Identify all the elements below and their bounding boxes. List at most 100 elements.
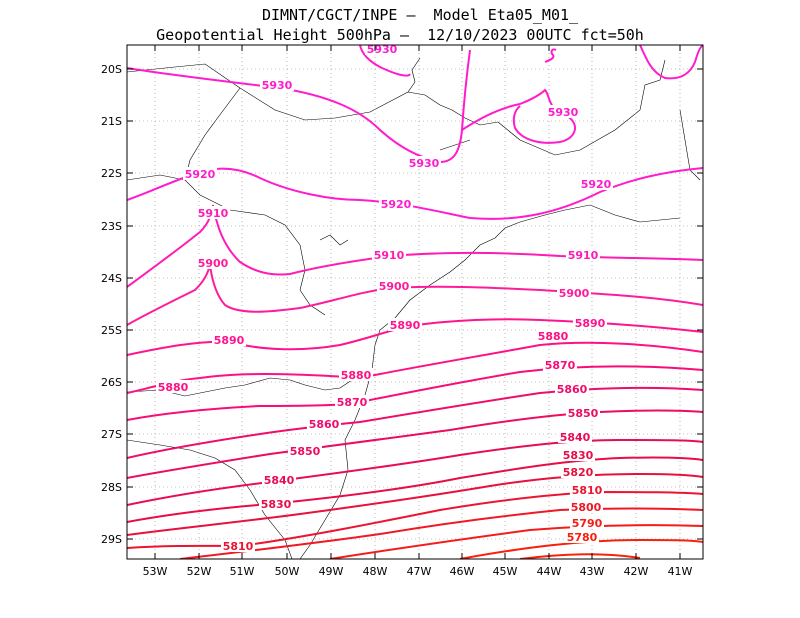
contour-label-5870: 5870 bbox=[545, 359, 576, 372]
contour-label-bg bbox=[196, 256, 230, 269]
contour-label-5830: 5830 bbox=[563, 449, 594, 462]
contour-label-bg bbox=[570, 516, 604, 529]
contour-label-bg bbox=[288, 444, 322, 457]
contour-label-5930: 5930 bbox=[548, 106, 579, 119]
contour-label-bg bbox=[558, 430, 592, 443]
contour-label-bg bbox=[156, 380, 190, 393]
lat-label: 22S bbox=[101, 167, 122, 180]
map-grid bbox=[127, 45, 703, 559]
lon-label: 47W bbox=[407, 565, 432, 578]
contour-label-5850: 5850 bbox=[290, 445, 321, 458]
coastline-borders bbox=[127, 57, 701, 559]
contour-label-5890: 5890 bbox=[214, 334, 245, 347]
contour-5880 bbox=[127, 341, 703, 394]
lat-label: 27S bbox=[101, 428, 122, 441]
contour-label-bg bbox=[561, 448, 595, 461]
contour-label-5850: 5850 bbox=[568, 407, 599, 420]
contour-label-5790: 5790 bbox=[572, 517, 603, 530]
axes: 20S 21S 22S 23S 24S 25S 26S 27S 28S 29S 53W 52W 51W 5… bbox=[101, 45, 703, 578]
lon-label: 52W bbox=[187, 565, 212, 578]
contour-label-bg bbox=[183, 167, 217, 180]
contour-label-5860: 5860 bbox=[557, 383, 588, 396]
contour-5910 bbox=[127, 204, 703, 288]
contour-label-bg bbox=[579, 177, 613, 190]
contour-label-5800: 5800 bbox=[571, 501, 602, 514]
contour-label-bg bbox=[536, 329, 570, 342]
lat-label: 24S bbox=[101, 272, 122, 285]
contour-label-5820: 5820 bbox=[563, 466, 594, 479]
contour-label-bg bbox=[196, 206, 230, 219]
contour-5820 bbox=[127, 472, 703, 536]
lon-label: 50W bbox=[275, 565, 300, 578]
lon-label: 45W bbox=[493, 565, 518, 578]
contour-label-5830: 5830 bbox=[261, 498, 292, 511]
lat-label: 29S bbox=[101, 533, 122, 546]
contour-label-bg bbox=[557, 286, 591, 299]
contour-5930 bbox=[639, 45, 703, 80]
contour-label-bg bbox=[260, 78, 294, 91]
contour-label-bg bbox=[379, 197, 413, 210]
contour-label-5780: 5780 bbox=[567, 531, 598, 544]
contour-5930 bbox=[544, 48, 557, 63]
contour-label-bg bbox=[546, 105, 580, 118]
lat-label: 26S bbox=[101, 376, 122, 389]
lon-label: 48W bbox=[363, 565, 388, 578]
contour-label-5910: 5910 bbox=[198, 207, 229, 220]
contour-5780 bbox=[459, 538, 703, 559]
contour-label-bg bbox=[561, 465, 595, 478]
contour-5840 bbox=[127, 438, 703, 506]
contour-label-5860: 5860 bbox=[309, 418, 340, 431]
contour-label-bg bbox=[307, 417, 341, 430]
contour-label-5930: 5930 bbox=[409, 157, 440, 170]
contour-label-bg bbox=[339, 368, 373, 381]
contour-label-5810: 5810 bbox=[223, 540, 254, 553]
contour-label-5880: 5880 bbox=[158, 381, 189, 394]
contour-5900 bbox=[127, 264, 703, 326]
contour-label-bg bbox=[565, 530, 599, 543]
contour-5860 bbox=[127, 386, 703, 459]
contour-label-5810: 5810 bbox=[572, 484, 603, 497]
contour-label-bg bbox=[335, 395, 369, 408]
contour-label-5900: 5900 bbox=[559, 287, 590, 300]
lon-label: 53W bbox=[143, 565, 168, 578]
contour-5870 bbox=[127, 365, 703, 421]
contour-label-5840: 5840 bbox=[560, 431, 591, 444]
contour-label-5920: 5920 bbox=[581, 178, 612, 191]
contour-label-bg bbox=[259, 497, 293, 510]
contour-label-5890: 5890 bbox=[390, 319, 421, 332]
contour-label-bg bbox=[212, 333, 246, 346]
contour-label-bg bbox=[555, 382, 589, 395]
lon-label: 44W bbox=[537, 565, 562, 578]
contour-5780 bbox=[519, 553, 641, 559]
plot-frame bbox=[126, 44, 704, 560]
contour-5830 bbox=[127, 456, 703, 523]
lon-label: 41W bbox=[668, 565, 693, 578]
lon-label: 43W bbox=[580, 565, 605, 578]
contour-label-5840: 5840 bbox=[264, 474, 295, 487]
contour-5850 bbox=[127, 409, 703, 479]
contour-lines bbox=[127, 45, 703, 559]
lon-label: 46W bbox=[450, 565, 475, 578]
contour-label-5920: 5920 bbox=[381, 198, 412, 211]
lon-label: 51W bbox=[230, 565, 255, 578]
contour-label-bg bbox=[566, 248, 600, 261]
contour-label-5930: 5930 bbox=[262, 79, 293, 92]
contour-label-bg bbox=[262, 473, 296, 486]
contour-labels: 5930 5930 5930 5930 5920 5920 5920 5910 5910 5910… bbox=[156, 42, 613, 553]
contour-5790 bbox=[329, 524, 703, 559]
contour-label-bg bbox=[543, 358, 577, 371]
contour-label-bg bbox=[407, 156, 441, 169]
lon-label: 42W bbox=[624, 565, 649, 578]
contour-label-bg bbox=[388, 318, 422, 331]
lat-label: 20S bbox=[101, 63, 122, 76]
contour-5930 bbox=[359, 45, 411, 77]
contour-label-bg bbox=[566, 406, 600, 419]
contour-label-5920: 5920 bbox=[185, 168, 216, 181]
contour-label-bg bbox=[569, 500, 603, 513]
contour-label-bg bbox=[573, 316, 607, 329]
lon-label: 49W bbox=[319, 565, 344, 578]
contour-label-5890: 5890 bbox=[575, 317, 606, 330]
contour-5800 bbox=[179, 507, 703, 559]
lat-label: 25S bbox=[101, 324, 122, 337]
title-line-1: DIMNT/CGCT/INPE — Model Eta05_M01_ bbox=[261, 6, 579, 24]
